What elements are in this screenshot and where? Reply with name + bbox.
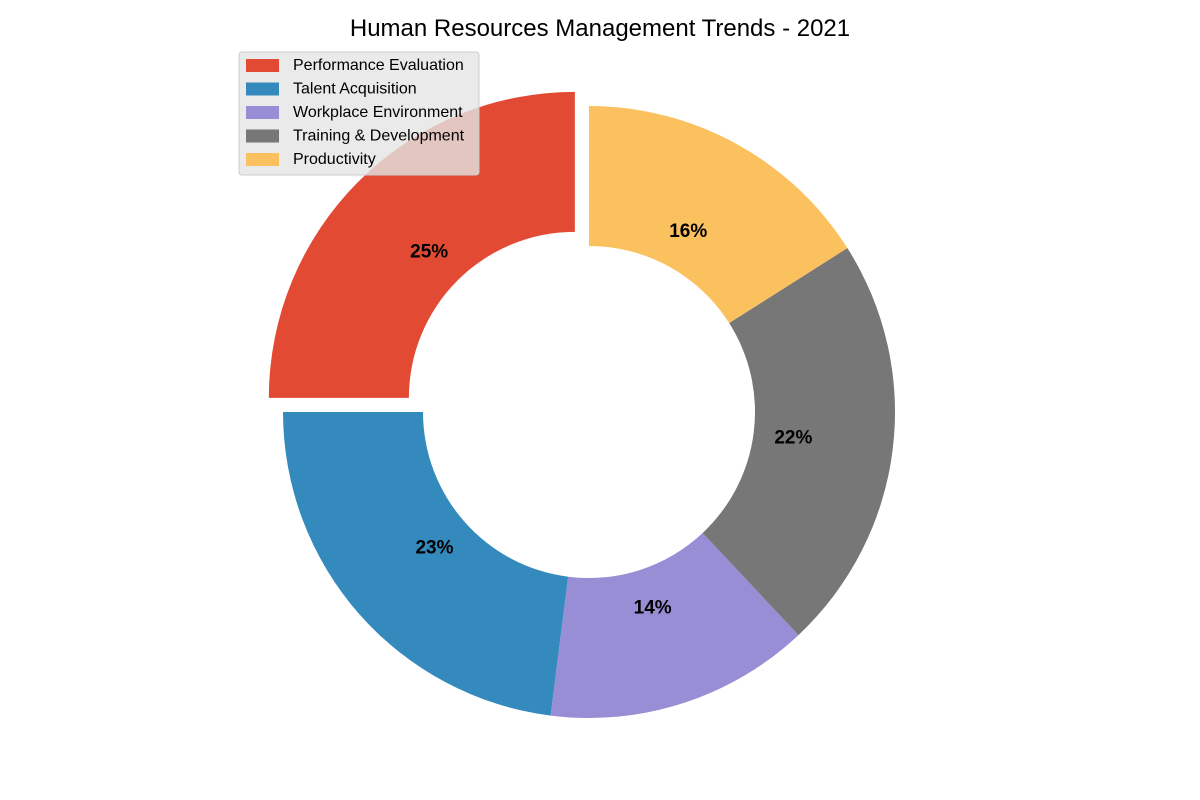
slice-performance-evaluation <box>268 91 575 398</box>
legend-swatch-productivity <box>246 153 279 166</box>
slice-workplace-environment <box>550 533 799 718</box>
legend-label-talent-acquisition: Talent Acquisition <box>293 81 417 98</box>
slice-labels: 25% 23% 14% 22% 16% <box>410 221 812 618</box>
slice-label-productivity: 16% <box>669 221 707 242</box>
legend-frame <box>238 51 480 176</box>
slice-productivity <box>589 106 848 324</box>
slice-label-workplace-environment: 14% <box>634 597 672 618</box>
slice-talent-acquisition <box>283 412 569 716</box>
legend-label-training-and-development: Training & Development <box>293 128 465 145</box>
legend: Performance Evaluation Talent Acquisition… <box>238 51 480 176</box>
legend-swatch-training-and-development <box>246 129 279 143</box>
slice-label-training-and-development: 22% <box>774 427 812 448</box>
donut-slices <box>268 91 895 718</box>
slice-label-performance-evaluation: 25% <box>410 242 448 263</box>
legend-label-productivity: Productivity <box>293 151 376 168</box>
legend-swatch-talent-acquisition <box>246 82 279 96</box>
legend-swatch-performance-evaluation <box>246 59 279 72</box>
slice-label-talent-acquisition: 23% <box>415 538 453 559</box>
slice-training-and-development <box>702 248 895 636</box>
legend-label-workplace-environment: Workplace Environment <box>293 104 463 121</box>
legend-label-performance-evaluation: Performance Evaluation <box>293 57 464 74</box>
legend-swatch-workplace-environment <box>246 106 279 119</box>
chart-title: Human Resources Management Trends - 2021 <box>350 15 850 42</box>
